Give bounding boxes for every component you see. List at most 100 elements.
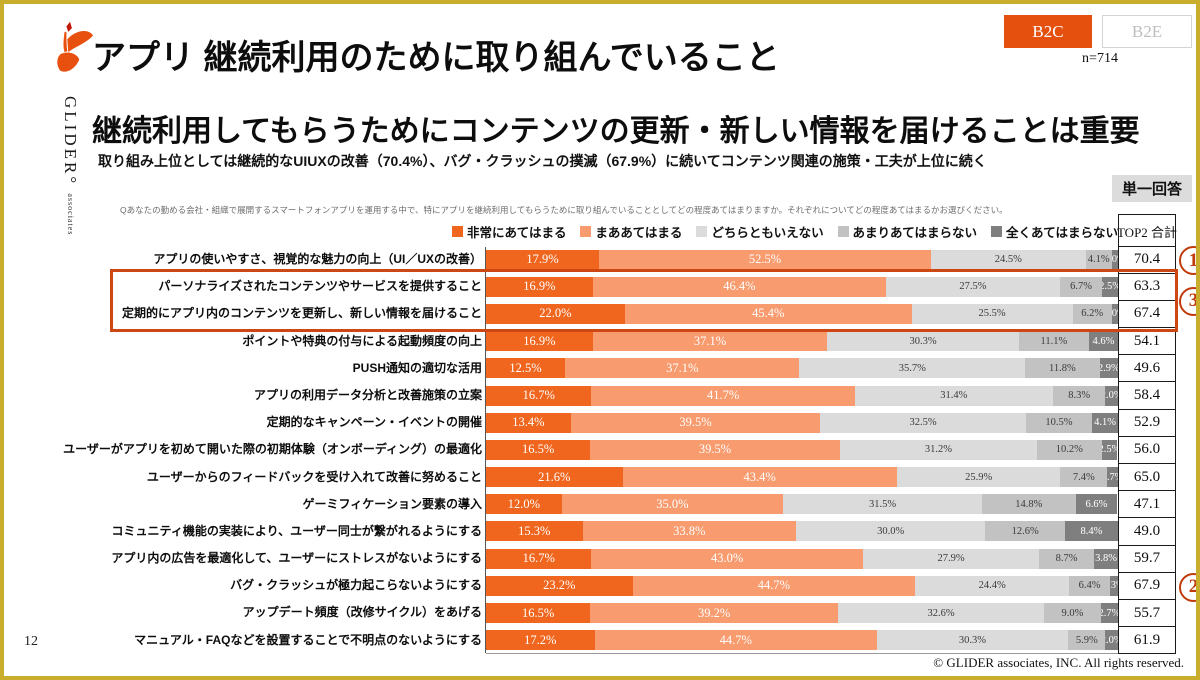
stacked-bar: 15.3% 33.8% 30.0% 12.6% 8.4%: [486, 521, 1118, 542]
bar-segment: 45.4%: [624, 303, 912, 324]
bar-segment: 32.5%: [820, 412, 1026, 433]
rank-badge: 3: [1179, 286, 1196, 316]
bar-segment: 31.5%: [783, 494, 983, 515]
bar-segment: 1.3%: [1109, 575, 1118, 596]
bar-segment: 16.9%: [486, 276, 593, 297]
bar-segment: 30.0%: [796, 521, 986, 542]
legend-label: あまりあてはまらない: [852, 226, 978, 240]
bar-segment: 12.0%: [486, 494, 562, 515]
row-label: 定期的にアプリ内のコンテンツを更新し、新しい情報を届けること: [121, 306, 482, 321]
bar-segment: 37.1%: [592, 331, 828, 352]
bar-segment: 2.5%: [1101, 439, 1118, 460]
row-label: アップデート頻度（改修サイクル）をあげる: [242, 605, 482, 620]
chart-baseline: [486, 653, 1118, 654]
bar-segment: 35.0%: [561, 494, 784, 515]
bar-segment: 5.9%: [1068, 630, 1106, 651]
rank-badge: 1: [1179, 246, 1196, 276]
chart-row: 定期的にアプリ内のコンテンツを更新し、新しい情報を届けること 22.0% 45.4…: [4, 299, 1196, 329]
bar-segment: 21.6%: [486, 467, 623, 488]
legend-swatch-icon: [580, 226, 592, 237]
bar-segment: 31.2%: [839, 439, 1038, 460]
chart-row: PUSH通知の適切な活用 12.5%37.1%35.7%11.8%2.9% 49…: [4, 354, 1196, 383]
bar-segment: 16.5%: [486, 603, 591, 624]
top2-value: 49.6: [1118, 354, 1176, 383]
chart-row: コミュニティ機能の実装により、ユーザー同士が繋がれるようにする 15.3% 33.…: [4, 517, 1196, 546]
bar-segment: 33.8%: [582, 521, 796, 542]
bar-segment: 16.7%: [486, 385, 592, 406]
bar-segment: 39.5%: [590, 439, 840, 460]
stacked-bar: 22.0%45.4%25.5%6.2%1.0%: [486, 303, 1118, 324]
bar-segment: 2.9%: [1099, 358, 1118, 379]
row-label: コミュニティ機能の実装により、ユーザー同士が繋がれるようにする: [111, 523, 482, 538]
legend-label: どちらともいえない: [711, 226, 824, 240]
summary-headline: 継続利用してもらうためにコンテンツの更新・新しい情報を届けることは重要: [92, 115, 1140, 148]
stacked-bar: 13.4% 39.5% 32.5% 10.5% 4.1%: [486, 412, 1118, 433]
top2-value: 52.9: [1118, 408, 1176, 437]
bar-segment: 39.2%: [590, 603, 838, 624]
row-label: アプリ内の広告を最適化して、ユーザーにストレスがないようにする: [111, 551, 482, 566]
legend-item: まああてはまる: [580, 222, 682, 241]
stacked-bar: 17.9%52.5%24.5%4.1%1.0%: [486, 249, 1118, 270]
bar-segment: 31.4%: [854, 385, 1053, 406]
bar-segment: 25.5%: [911, 303, 1073, 324]
bar-segment: 8.3%: [1052, 385, 1106, 406]
bar-segment: 27.5%: [886, 276, 1060, 297]
bar-segment: 17.9%: [486, 249, 600, 270]
bar-segment: 13.4%: [486, 412, 571, 433]
bar-segment: 32.6%: [838, 603, 1045, 624]
legend: 非常にあてはまる まああてはまる どちらともいえない あまりあてはまらない 全くあてはま…: [452, 222, 1118, 241]
page-number: 12: [24, 634, 38, 649]
bar-segment: 16.5%: [486, 439, 591, 460]
page-title: アプリ 継続利用のために取り組んでいること: [92, 39, 780, 77]
bar-segment: 27.9%: [862, 548, 1040, 569]
legend-label: 全くあてはまらない: [1005, 226, 1118, 240]
bar-segment: 1.0%: [1111, 303, 1118, 324]
top2-value: 56.0: [1118, 435, 1176, 464]
chart-row: アプリ内の広告を最適化して、ユーザーにストレスがないようにする 16.7% 43.…: [4, 544, 1196, 573]
bar-segment: 10.2%: [1037, 439, 1102, 460]
bar-segment: 4.1%: [1092, 412, 1118, 433]
bar-segment: 23.2%: [486, 575, 633, 596]
bar-segment: 4.1%: [1085, 249, 1112, 270]
stacked-bar: 12.5%37.1%35.7%11.8%2.9%: [486, 358, 1118, 379]
legend-swatch-icon: [990, 226, 1002, 237]
bar-segment: 7.4%: [1060, 467, 1108, 488]
stacked-bar: 12.0% 35.0% 31.5% 14.8% 6.6%: [486, 494, 1118, 515]
b2c-toggle-button[interactable]: B2C: [1004, 15, 1092, 48]
chart-row: ユーザーからのフィードバックを受け入れて改善に努めること 21.6% 43.4% 2…: [4, 463, 1196, 492]
row-label: ポイントや特典の付与による起動頻度の向上: [242, 333, 482, 348]
chart-row: ユーザーがアプリを初めて開いた際の初期体験（オンボーディング）の最適化 16.5…: [4, 435, 1196, 464]
row-label: バグ・クラッシュが極力起こらないようにする: [230, 578, 482, 593]
row-label: ユーザーからのフィードバックを受け入れて改善に努めること: [146, 469, 482, 484]
row-label: アプリの利用データ分析と改善施策の立案: [253, 387, 482, 402]
bar-segment: 43.4%: [622, 467, 897, 488]
top2-value: 59.7: [1118, 544, 1176, 573]
legend-item: 非常にあてはまる: [452, 222, 567, 241]
highlight-group-box: [110, 269, 1178, 332]
brand-sub: associates: [66, 193, 75, 236]
bar-segment: 16.9%: [486, 331, 593, 352]
bar-segment: 8.7%: [1039, 548, 1095, 569]
bar-segment: 11.1%: [1018, 331, 1089, 352]
legend-item: あまりあてはまらない: [837, 222, 978, 241]
chart-row: アプリの使いやすさ、視覚的な魅力の向上（UI／UXの改善） 17.9% 52.5%…: [4, 245, 1196, 274]
sample-size: n=714: [1082, 51, 1118, 66]
row-label: ユーザーがアプリを初めて開いた際の初期体験（オンボーディング）の最適化: [63, 442, 482, 457]
bar-segment: 2.0%: [1105, 385, 1118, 406]
chart-row: パーソナライズされたコンテンツやサービスを提供すること 16.9% 46.4% 27…: [4, 272, 1196, 301]
top2-value: 65.0: [1118, 463, 1176, 492]
glider-bird-logo-icon: [57, 21, 94, 72]
stacked-bar: 16.5%39.2%32.6%9.0%2.7%: [486, 603, 1118, 624]
row-label: アプリの使いやすさ、視覚的な魅力の向上（UI／UXの改善）: [153, 252, 482, 266]
row-label: ゲーミフィケーション要素の導入: [302, 496, 482, 511]
bar-segment: 6.2%: [1072, 303, 1112, 324]
stacked-bar: 17.2%44.7%30.3%5.9%2.0%: [486, 630, 1118, 651]
top2-value: 58.4: [1118, 381, 1176, 410]
b2e-toggle-button[interactable]: B2E: [1102, 15, 1192, 48]
bar-segment: 10.5%: [1025, 412, 1093, 433]
legend-label: 非常にあてはまる: [467, 226, 567, 240]
chart-rows: アプリの使いやすさ、視覚的な魅力の向上（UI／UXの改善） 17.9% 52.5%…: [4, 245, 1196, 655]
bar-segment: 16.7%: [486, 548, 592, 569]
legend-swatch-icon: [837, 226, 849, 237]
